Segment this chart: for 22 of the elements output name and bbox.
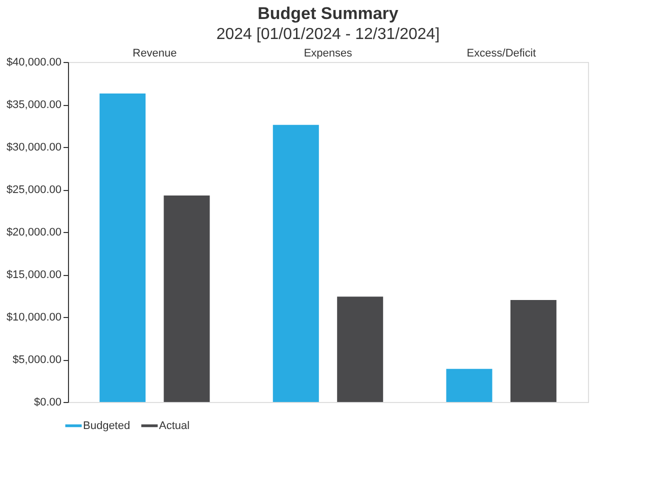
bar xyxy=(510,300,556,402)
x-tick-label: Revenue xyxy=(132,48,177,60)
bar xyxy=(337,296,384,402)
y-tick-label: $10,000.00 xyxy=(6,312,62,324)
y-tick-label: $20,000.00 xyxy=(6,226,62,238)
x-tick-label: Excess/Deficit xyxy=(466,48,536,60)
y-tick-label: $30,000.00 xyxy=(6,142,62,154)
legend-label: Actual xyxy=(159,420,190,432)
chart-title: Budget Summary xyxy=(258,4,399,23)
y-tick-label: $35,000.00 xyxy=(6,99,62,111)
bar xyxy=(100,93,146,402)
bar xyxy=(164,195,210,402)
chart-subtitle: 2024 [01/01/2024 - 12/31/2024] xyxy=(216,26,440,43)
bar xyxy=(272,124,319,402)
y-tick-label: $5,000.00 xyxy=(12,354,62,366)
legend-label: Budgeted xyxy=(83,420,130,432)
y-tick-label: $40,000.00 xyxy=(6,56,62,68)
x-tick-label: Expenses xyxy=(304,48,353,60)
y-tick-label: $15,000.00 xyxy=(6,269,62,281)
bar xyxy=(446,368,492,402)
y-tick-label: $0.00 xyxy=(34,396,62,408)
y-tick-label: $25,000.00 xyxy=(6,184,62,196)
